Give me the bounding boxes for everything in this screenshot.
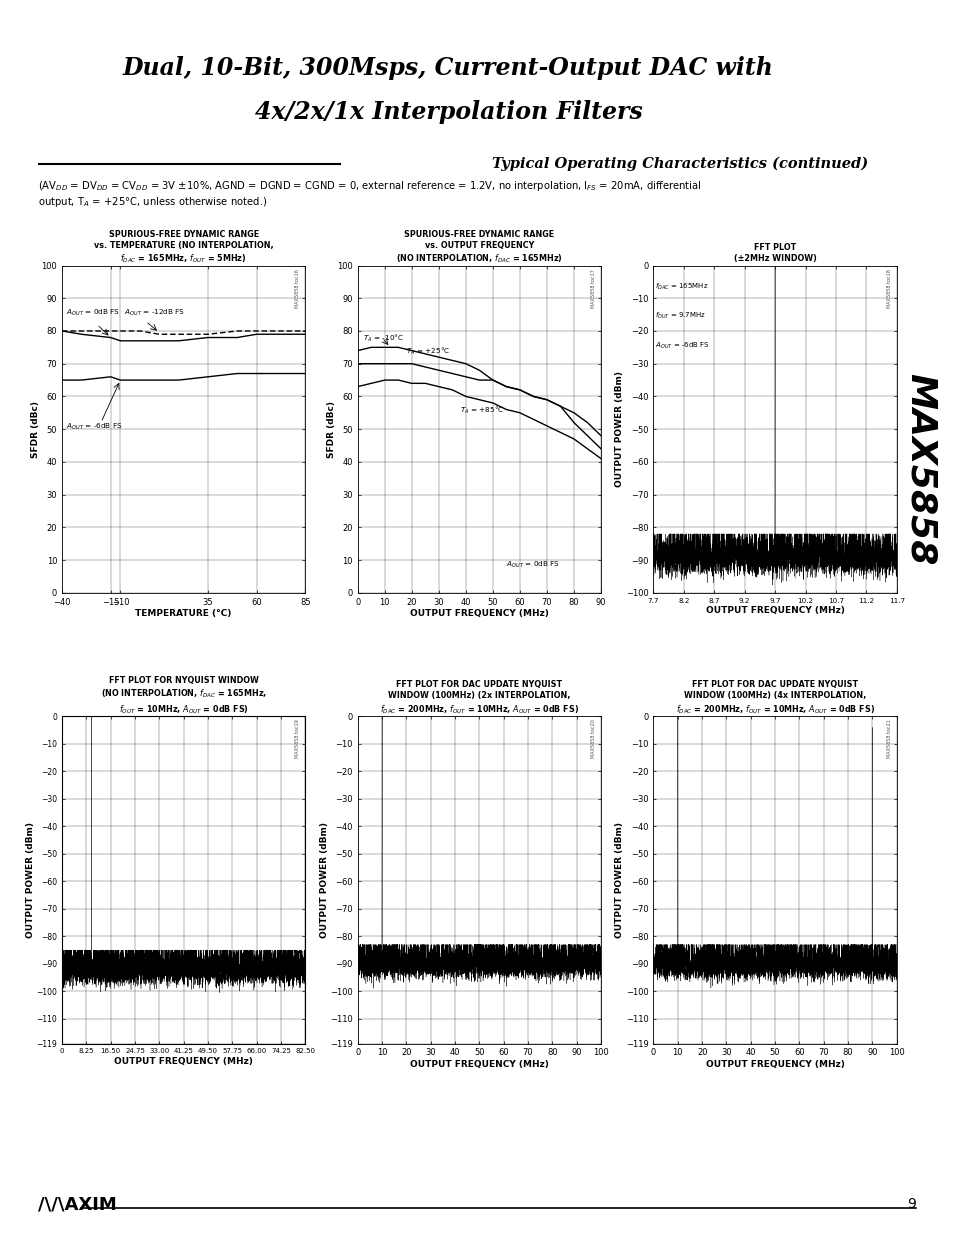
Text: $T_A$ = -10°C: $T_A$ = -10°C — [363, 332, 403, 345]
Text: $A_{OUT}$ = -6dB FS: $A_{OUT}$ = -6dB FS — [655, 341, 709, 351]
Y-axis label: SFDR (dBc): SFDR (dBc) — [327, 400, 335, 458]
Text: $A_{OUT}$ = -6dB FS: $A_{OUT}$ = -6dB FS — [66, 422, 122, 432]
Title: FFT PLOT FOR DAC UPDATE NYQUIST
WINDOW (100MHz) (2x INTERPOLATION,
$f_{DAC}$ = 2: FFT PLOT FOR DAC UPDATE NYQUIST WINDOW (… — [379, 680, 578, 715]
Y-axis label: OUTPUT POWER (dBm): OUTPUT POWER (dBm) — [319, 823, 329, 937]
Text: MAX5858 toc19: MAX5858 toc19 — [295, 720, 300, 758]
Text: Typical Operating Characteristics (continued): Typical Operating Characteristics (conti… — [492, 157, 867, 172]
X-axis label: TEMPERATURE (°C): TEMPERATURE (°C) — [135, 609, 232, 619]
Title: FFT PLOT
(±2MHz WINDOW): FFT PLOT (±2MHz WINDOW) — [733, 243, 816, 263]
Text: MAX5858 toc20: MAX5858 toc20 — [591, 720, 596, 758]
Text: Dual, 10-Bit, 300Msps, Current-Output DAC with: Dual, 10-Bit, 300Msps, Current-Output DA… — [123, 57, 773, 80]
Text: MAX5858: MAX5858 — [902, 373, 937, 566]
Title: FFT PLOT FOR DAC UPDATE NYQUIST
WINDOW (100MHz) (4x INTERPOLATION,
$f_{DAC}$ = 2: FFT PLOT FOR DAC UPDATE NYQUIST WINDOW (… — [675, 680, 874, 715]
X-axis label: OUTPUT FREQUENCY (MHz): OUTPUT FREQUENCY (MHz) — [410, 1060, 548, 1070]
Y-axis label: OUTPUT POWER (dBm): OUTPUT POWER (dBm) — [615, 372, 624, 487]
Y-axis label: OUTPUT POWER (dBm): OUTPUT POWER (dBm) — [26, 823, 35, 937]
X-axis label: OUTPUT FREQUENCY (MHz): OUTPUT FREQUENCY (MHz) — [410, 609, 548, 619]
Title: FFT PLOT FOR NYQUIST WINDOW
(NO INTERPOLATION, $f_{DAC}$ = 165MHz,
$f_{OUT}$ = 1: FFT PLOT FOR NYQUIST WINDOW (NO INTERPOL… — [100, 677, 267, 715]
Text: (AV$_{DD}$ = DV$_{DD}$ = CV$_{DD}$ = 3V $\pm$10%, AGND = DGND = CGND = 0, extern: (AV$_{DD}$ = DV$_{DD}$ = CV$_{DD}$ = 3V … — [38, 179, 701, 209]
X-axis label: OUTPUT FREQUENCY (MHz): OUTPUT FREQUENCY (MHz) — [114, 1057, 253, 1066]
Text: MAX5858 toc21: MAX5858 toc21 — [886, 720, 891, 758]
Text: /\/\AXIM: /\/\AXIM — [38, 1195, 117, 1213]
Title: SPURIOUS-FREE DYNAMIC RANGE
vs. TEMPERATURE (NO INTERPOLATION,
$f_{DAC}$ = 165MH: SPURIOUS-FREE DYNAMIC RANGE vs. TEMPERAT… — [93, 230, 274, 264]
Text: $A_{OUT}$ = 0dB FS: $A_{OUT}$ = 0dB FS — [506, 559, 559, 569]
Text: MAX5858 toc18: MAX5858 toc18 — [886, 269, 891, 308]
Title: SPURIOUS-FREE DYNAMIC RANGE
vs. OUTPUT FREQUENCY
(NO INTERPOLATION, $f_{DAC}$ = : SPURIOUS-FREE DYNAMIC RANGE vs. OUTPUT F… — [395, 230, 562, 264]
X-axis label: OUTPUT FREQUENCY (MHz): OUTPUT FREQUENCY (MHz) — [705, 606, 843, 615]
Y-axis label: OUTPUT POWER (dBm): OUTPUT POWER (dBm) — [615, 823, 624, 937]
Y-axis label: SFDR (dBc): SFDR (dBc) — [31, 400, 40, 458]
Text: $f_{OUT}$ = 9.7MHz: $f_{OUT}$ = 9.7MHz — [655, 311, 705, 321]
Text: 4x/2x/1x Interpolation Filters: 4x/2x/1x Interpolation Filters — [254, 100, 641, 124]
Text: $T_A$ = +85°C: $T_A$ = +85°C — [460, 405, 504, 416]
Text: $T_A$ = +25°C: $T_A$ = +25°C — [406, 346, 450, 357]
Text: 9: 9 — [906, 1197, 915, 1212]
Text: $A_{OUT}$ = 0dB FS: $A_{OUT}$ = 0dB FS — [66, 308, 120, 317]
Text: MAX5858 toc17: MAX5858 toc17 — [591, 269, 596, 308]
X-axis label: OUTPUT FREQUENCY (MHz): OUTPUT FREQUENCY (MHz) — [705, 1060, 843, 1070]
Text: MAX5858 toc16: MAX5858 toc16 — [295, 269, 300, 308]
Text: $f_{DAC}$ = 165MHz: $f_{DAC}$ = 165MHz — [655, 282, 708, 291]
Text: $A_{OUT}$ = -12dB FS: $A_{OUT}$ = -12dB FS — [124, 308, 185, 317]
